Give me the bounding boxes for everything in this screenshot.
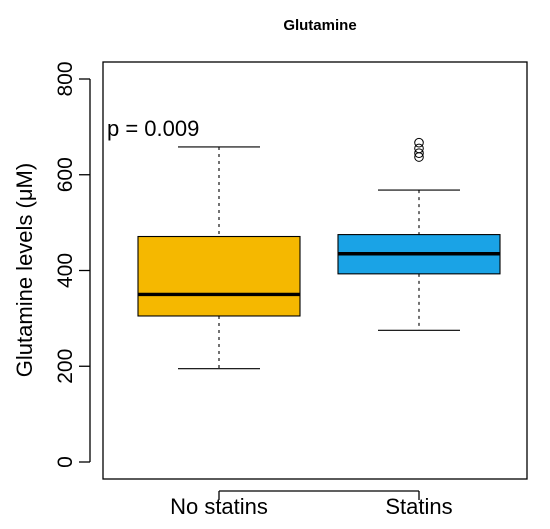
- outlier-1-3: [414, 137, 424, 148]
- outlier-1-2: [414, 143, 424, 154]
- x-tick-label-1: Statins: [385, 494, 452, 519]
- x-tick-label-0: No statins: [170, 494, 268, 519]
- y-axis: 0 200 400 600 800: [54, 61, 91, 468]
- box-1: [337, 137, 501, 331]
- y-axis-label: Glutamine levels (μM): [12, 163, 37, 377]
- boxplot-series: [137, 137, 501, 370]
- y-tick-label-3: 600: [54, 157, 77, 192]
- outlier-1-1: [414, 148, 424, 159]
- y-tick-label-0: 0: [54, 456, 77, 468]
- x-axis: No statins Statins: [170, 490, 453, 519]
- box-0: [137, 146, 301, 370]
- plot-frame: [102, 61, 528, 480]
- y-tick-label-1: 200: [54, 349, 77, 384]
- y-tick-label-4: 800: [54, 61, 77, 96]
- y-tick-label-2: 400: [54, 253, 77, 288]
- p-value-annotation: p = 0.009: [107, 116, 199, 141]
- box-body-0: [137, 235, 301, 317]
- chart-title: Glutamine: [283, 17, 356, 34]
